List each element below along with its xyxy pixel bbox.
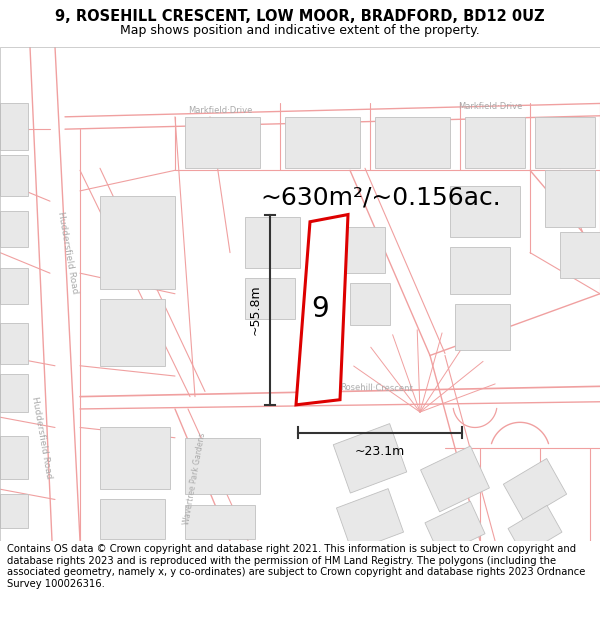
Text: ~55.8m: ~55.8m xyxy=(249,284,262,335)
Polygon shape xyxy=(0,268,28,304)
Text: Huddersfield Road: Huddersfield Road xyxy=(56,211,80,294)
Polygon shape xyxy=(450,186,520,237)
Polygon shape xyxy=(425,501,485,556)
Polygon shape xyxy=(450,248,510,294)
Text: ~23.1m: ~23.1m xyxy=(355,445,405,458)
Polygon shape xyxy=(0,374,28,412)
Text: Markfield·Drive: Markfield·Drive xyxy=(188,106,252,115)
Polygon shape xyxy=(100,499,165,539)
Polygon shape xyxy=(185,438,260,494)
Polygon shape xyxy=(455,304,510,351)
Polygon shape xyxy=(337,489,404,551)
Polygon shape xyxy=(421,446,490,512)
Polygon shape xyxy=(465,117,525,168)
Text: Rosehill·Crescent: Rosehill·Crescent xyxy=(340,383,413,394)
Polygon shape xyxy=(100,428,170,489)
Polygon shape xyxy=(340,227,385,273)
Polygon shape xyxy=(508,506,562,555)
Polygon shape xyxy=(245,217,300,268)
Polygon shape xyxy=(285,117,360,168)
Polygon shape xyxy=(0,494,28,528)
Text: Wavertree Park Gardens: Wavertree Park Gardens xyxy=(182,432,208,526)
Text: Contains OS data © Crown copyright and database right 2021. This information is : Contains OS data © Crown copyright and d… xyxy=(7,544,586,589)
Polygon shape xyxy=(0,322,28,364)
Text: Huddersfield Road: Huddersfield Road xyxy=(31,396,53,479)
Polygon shape xyxy=(503,459,566,520)
Polygon shape xyxy=(0,155,28,196)
Polygon shape xyxy=(100,299,165,366)
Polygon shape xyxy=(350,284,390,324)
Polygon shape xyxy=(535,117,595,168)
Polygon shape xyxy=(0,211,28,248)
Polygon shape xyxy=(296,214,348,405)
Polygon shape xyxy=(100,196,175,289)
Polygon shape xyxy=(333,424,407,493)
Text: Map shows position and indicative extent of the property.: Map shows position and indicative extent… xyxy=(120,24,480,36)
Polygon shape xyxy=(0,104,28,150)
Polygon shape xyxy=(245,278,295,319)
Polygon shape xyxy=(375,117,450,168)
Polygon shape xyxy=(185,117,260,168)
Text: Markfield·Drive: Markfield·Drive xyxy=(458,102,522,111)
Polygon shape xyxy=(185,504,255,539)
Text: ~630m²/~0.156ac.: ~630m²/~0.156ac. xyxy=(260,186,501,210)
Polygon shape xyxy=(0,436,28,479)
Text: 9, ROSEHILL CRESCENT, LOW MOOR, BRADFORD, BD12 0UZ: 9, ROSEHILL CRESCENT, LOW MOOR, BRADFORD… xyxy=(55,9,545,24)
Text: 9: 9 xyxy=(311,295,329,323)
Polygon shape xyxy=(560,232,600,278)
Polygon shape xyxy=(545,170,595,227)
